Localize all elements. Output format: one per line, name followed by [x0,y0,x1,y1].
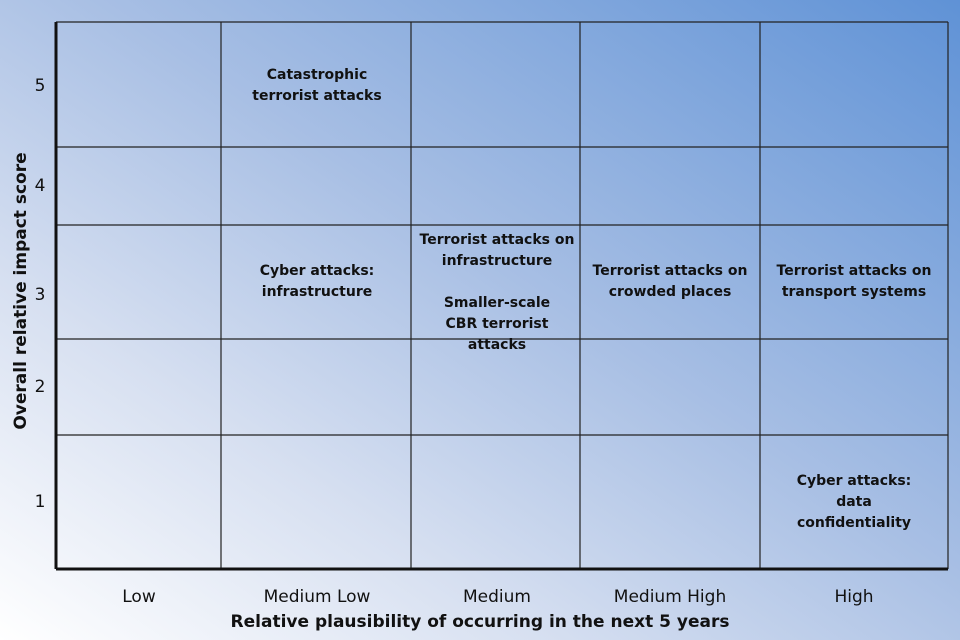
risk-item-label: Terrorist attacks on infrastructure [419,232,575,269]
y-tick-label: 3 [34,285,46,305]
x-axis-title: Relative plausibility of occurring in th… [230,612,730,632]
risk-item-label: Catastrophic terrorist attacks [252,67,382,104]
risk-item-label: Smaller-scale CBR terrorist attacks [443,295,551,353]
y-tick-label: 1 [34,492,46,512]
x-tick-label: Medium High [613,587,727,607]
x-tick-label: Low [122,587,156,607]
x-tick-label: High [834,587,874,607]
y-tick-label: 2 [34,377,46,397]
risk-item-label: Cyber attacks: data confidentiality [796,473,912,531]
x-tick-label: Medium Low [263,587,371,607]
risk-item-label: Cyber attacks: infrastructure [259,263,375,300]
x-tick-label: Medium [463,587,531,607]
y-axis-title: Overall relative impact score [11,152,31,430]
y-tick-label: 5 [34,76,46,96]
risk-item-label: Terrorist attacks on crowded places [592,263,748,300]
y-tick-label: 4 [34,176,46,196]
risk-item-label: Terrorist attacks on transport systems [776,263,932,300]
